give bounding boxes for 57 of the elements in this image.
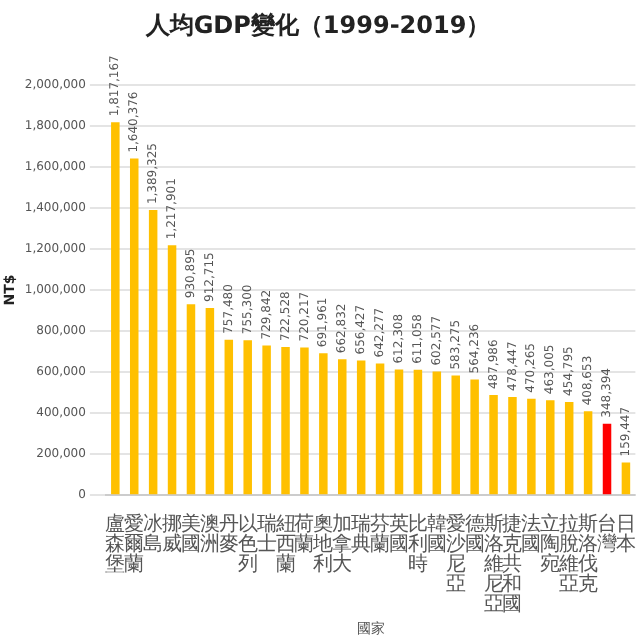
- x-tick-label: 芬蘭: [370, 512, 391, 557]
- bar: [375, 363, 385, 495]
- x-tick-label: 荷蘭: [294, 512, 315, 557]
- x-tick-label: 愛沙尼亞: [445, 512, 466, 597]
- bar: [583, 411, 593, 495]
- x-tick-label: 加拿大: [332, 512, 353, 577]
- bar: [621, 462, 631, 495]
- bar: [356, 360, 366, 495]
- x-tick-label: 拉脫維亞: [557, 512, 580, 597]
- bar: [205, 307, 215, 495]
- bar: [489, 395, 498, 495]
- x-tick-label: 斯洛伐克: [578, 512, 599, 597]
- x-tick-label: 德國: [464, 514, 485, 557]
- x-tick-label: 愛爾蘭: [124, 512, 145, 577]
- bar: [224, 339, 234, 495]
- x-tick-label: 英國: [388, 512, 409, 557]
- bar: [413, 369, 423, 495]
- x-tick-label: 韓國: [426, 512, 447, 557]
- x-tick-label: 捷克共和國: [502, 512, 523, 617]
- x-tick-label: 盧森堡: [105, 512, 126, 577]
- x-tick-label: 日本: [615, 514, 636, 557]
- bar: [564, 401, 574, 495]
- x-tick-label: 挪威: [162, 512, 183, 557]
- bar: [186, 304, 196, 495]
- bar: [300, 347, 309, 495]
- bar: [394, 369, 404, 495]
- bar: [281, 346, 290, 495]
- x-tick-label: 斯洛維尼亞: [481, 512, 504, 617]
- x-tick-label: 丹麥: [218, 514, 239, 557]
- bar: [262, 345, 271, 495]
- x-tick-label: 以色列: [237, 512, 258, 577]
- bar: [432, 371, 442, 495]
- bar: [338, 359, 347, 495]
- x-tick-label: 台灣: [597, 512, 618, 557]
- x-tick-label: 美國: [180, 512, 201, 557]
- x-tick-label: 瑞士: [256, 512, 277, 557]
- bar: [319, 353, 328, 495]
- x-tick-label: 立陶宛: [540, 512, 561, 577]
- chart-title: 人均GDP變化（1999-2019）: [143, 10, 491, 39]
- bar: [546, 400, 555, 495]
- bar: [508, 397, 517, 495]
- x-tick-label: 紐西蘭: [273, 514, 296, 577]
- bar: [148, 210, 158, 495]
- bar: [243, 340, 252, 495]
- x-tick-label: 澳洲: [199, 512, 220, 557]
- x-tick-label: 瑞典: [351, 512, 372, 557]
- x-tick-label: 冰島: [143, 512, 164, 557]
- x-tick-label: 比利時: [407, 512, 428, 577]
- bar: [167, 245, 177, 495]
- x-tick-label: 奧地利: [311, 512, 334, 577]
- bar: [451, 375, 460, 495]
- bar: [129, 158, 139, 495]
- bar: [111, 122, 120, 495]
- bar: [470, 379, 479, 495]
- bar: [527, 398, 536, 495]
- x-tick-label: 法國: [521, 512, 542, 557]
- bar: [602, 423, 612, 495]
